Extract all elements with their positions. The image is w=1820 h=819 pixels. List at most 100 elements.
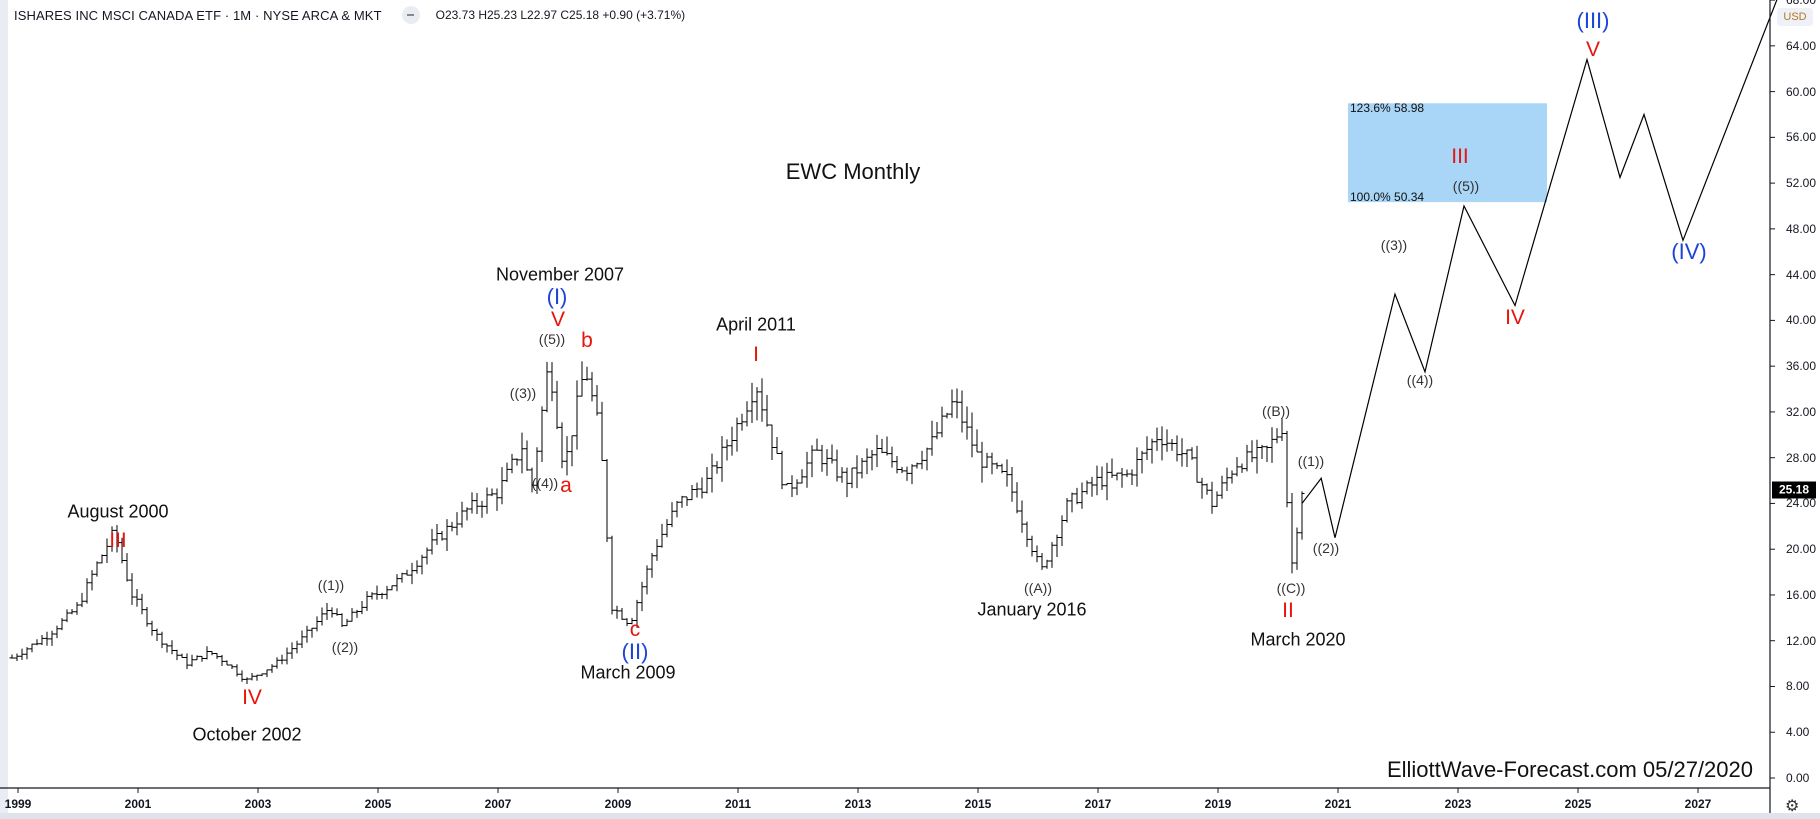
ohlc-bar [94, 561, 100, 577]
ohlc-bar [1244, 444, 1250, 472]
wave-label-blue: (IV) [1671, 239, 1707, 264]
ohlc-bar [339, 613, 345, 628]
ohlc-bar [719, 436, 725, 482]
ohlc-bar [1064, 497, 1070, 523]
wave-label: ((4)) [531, 475, 559, 491]
ohlc-bar [194, 655, 200, 661]
ohlc-bar [874, 434, 880, 467]
ohlc-bar [399, 572, 405, 583]
ohlc-bar [224, 660, 230, 666]
ohlc-bar [594, 385, 600, 416]
x-tick-label: 2003 [244, 797, 272, 811]
ohlc-bar [504, 462, 510, 482]
ohlc-bar [569, 435, 575, 467]
ohlc-bar [344, 618, 350, 627]
ohlc-bar [219, 654, 225, 667]
ohlc-bar [424, 547, 430, 565]
wave-label-red: a [560, 474, 572, 497]
ohlc-bar [1164, 429, 1170, 452]
ohlc-bar [199, 655, 205, 662]
ohlc-bar [1029, 535, 1035, 557]
ohlc-bar [1069, 492, 1075, 513]
ohlc-bar [514, 458, 520, 466]
ohlc-bar [839, 467, 845, 483]
ohlc-bar [1079, 482, 1085, 509]
ohlc-bar [909, 464, 915, 485]
ohlc-bar [989, 452, 995, 475]
ohlc-bar [769, 424, 775, 461]
ohlc-bar [334, 608, 340, 616]
chart-title: EWC Monthly [785, 159, 921, 184]
ohlc-bar [829, 444, 835, 464]
ohlc-bar [179, 653, 185, 658]
x-tick-label: 2021 [1324, 797, 1352, 811]
ohlc-bar [1269, 427, 1275, 463]
ohlc-bar [659, 523, 665, 548]
ohlc-bar [884, 436, 890, 456]
ohlc-bar [929, 420, 935, 456]
y-tick-label: 16.00 [1786, 587, 1817, 602]
ohlc-bar [429, 528, 435, 555]
annotation-date: April 2011 [716, 314, 796, 335]
y-tick-label: 44.00 [1786, 267, 1817, 282]
ohlc-bar [249, 673, 255, 681]
currency-label[interactable]: USD [1777, 8, 1813, 26]
ohlc-bar [1054, 534, 1060, 557]
ohlc-bar [1254, 439, 1260, 474]
ohlc-bar [1179, 438, 1185, 467]
annotation-date: January 2016 [977, 599, 1087, 620]
ohlc-bar [164, 643, 170, 653]
ohlc-bar [1264, 445, 1270, 463]
ohlc-bar [604, 459, 610, 542]
ohlc-bar [984, 452, 990, 469]
ohlc-bar [644, 565, 650, 595]
ohlc-bar [904, 466, 910, 481]
ohlc-bar [134, 588, 140, 607]
wave-label-red: II [1282, 599, 1294, 622]
ohlc-bar [699, 477, 705, 499]
ohlc-bar [954, 388, 960, 419]
ohlc-bar [304, 625, 310, 643]
ohlc-bar [499, 467, 505, 505]
ohlc-bar [599, 401, 605, 462]
bottom-border [0, 813, 1820, 819]
ohlc-bar [24, 647, 30, 660]
y-tick-label: 32.00 [1786, 404, 1817, 419]
gear-icon[interactable]: ⚙ [1785, 798, 1800, 815]
ohlc-bar [299, 630, 305, 648]
ohlc-bar [1174, 435, 1180, 462]
ohlc-bar [464, 507, 470, 521]
ohlc-bar [619, 608, 625, 620]
ohlc-bar [1134, 447, 1140, 487]
symbol-title[interactable]: ISHARES INC MSCI CANADA ETF · 1M · NYSE … [14, 7, 382, 23]
ohlc-bar [44, 631, 50, 646]
ohlc-bar [214, 652, 220, 659]
ohlc-bar [1034, 545, 1040, 563]
ohlc-bar [759, 378, 765, 422]
wave-label: ((1)) [317, 577, 345, 593]
minus-circle-icon[interactable] [401, 6, 420, 24]
y-tick-label: 20.00 [1786, 542, 1817, 557]
watermark: ElliottWave-Forecast.com 05/27/2020 [1386, 757, 1753, 782]
ohlc-bar [679, 495, 685, 508]
ohlc-bar [1139, 450, 1145, 474]
ohlc-bar [1009, 466, 1015, 502]
y-tick-label: 52.00 [1786, 176, 1817, 191]
ohlc-bar [999, 463, 1005, 474]
ohlc-bar [974, 429, 980, 453]
ohlc-bar [1184, 449, 1190, 467]
ohlc-bar [804, 451, 810, 488]
ohlc-bar [664, 519, 670, 538]
ohlc-bar [879, 438, 885, 454]
ohlc-bar [119, 537, 125, 564]
ohlc-bar [29, 643, 35, 653]
ohlc-bar [34, 639, 40, 646]
ohlc-bar [1144, 436, 1150, 460]
y-tick-label: 8.00 [1786, 679, 1810, 694]
y-tick-label: 4.00 [1786, 725, 1810, 740]
y-tick-label: 48.00 [1786, 221, 1817, 236]
ohlc-bar [734, 417, 740, 452]
ohlc-bar [1224, 467, 1230, 492]
wave-label: ((A)) [1024, 580, 1052, 596]
